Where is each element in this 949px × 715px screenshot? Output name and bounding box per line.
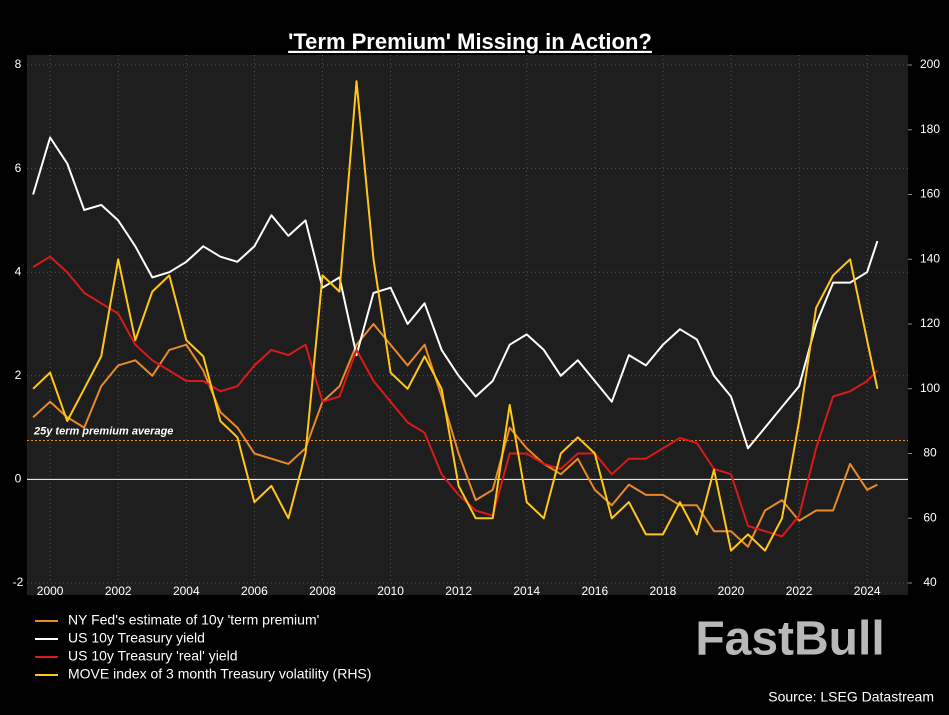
x-tick-label: 2012 (445, 584, 472, 598)
x-tick-label: 2016 (581, 584, 608, 598)
y-tick-label: 8 (15, 57, 22, 71)
chart-title: 'Term Premium' Missing in Action? (288, 29, 652, 54)
y2-tick-label: 100 (920, 381, 940, 395)
x-tick-label: 2020 (718, 584, 745, 598)
series-line (32, 136, 879, 450)
y2-tick-label: 160 (920, 187, 940, 201)
x-tick-label: 2008 (309, 584, 336, 598)
annotation: 25y term premium average (33, 425, 173, 437)
x-tick-label: 2024 (854, 584, 881, 598)
x-tick-label: 2018 (650, 584, 677, 598)
x-tick-label: 2006 (241, 584, 268, 598)
y2-tick-label: 40 (923, 575, 937, 589)
y-tick-label: 0 (15, 472, 22, 486)
y2-tick-label: 120 (920, 316, 940, 330)
y-tick-label: 4 (15, 264, 22, 278)
y-tick-label: 6 (15, 161, 22, 175)
series-line (32, 80, 879, 552)
x-tick-label: 2010 (377, 584, 404, 598)
y-tick-label: 2 (15, 368, 22, 382)
y2-tick-label: 140 (920, 251, 940, 265)
series-line (32, 323, 878, 548)
x-tick-label: 2002 (105, 584, 132, 598)
legend-label: MOVE index of 3 month Treasury volatilit… (68, 666, 371, 682)
x-tick-label: 2000 (37, 584, 64, 598)
x-tick-label: 2004 (173, 584, 200, 598)
x-tick-label: 2014 (513, 584, 540, 598)
legend-label: US 10y Treasury 'real' yield (68, 648, 238, 664)
legend-label: NY Fed's estimate of 10y 'term premium' (68, 612, 319, 628)
y-tick-label: -2 (13, 575, 24, 589)
y2-tick-label: 80 (923, 446, 937, 460)
plot-area (27, 55, 908, 595)
x-tick-label: 2022 (786, 584, 813, 598)
y2-tick-label: 60 (923, 510, 937, 524)
series-line (32, 255, 879, 538)
watermark: FastBull (695, 613, 884, 666)
y2-tick-label: 200 (920, 57, 940, 71)
legend-label: US 10y Treasury yield (68, 630, 205, 646)
source: Source: LSEG Datastream (768, 689, 934, 705)
y2-tick-label: 180 (920, 122, 940, 136)
